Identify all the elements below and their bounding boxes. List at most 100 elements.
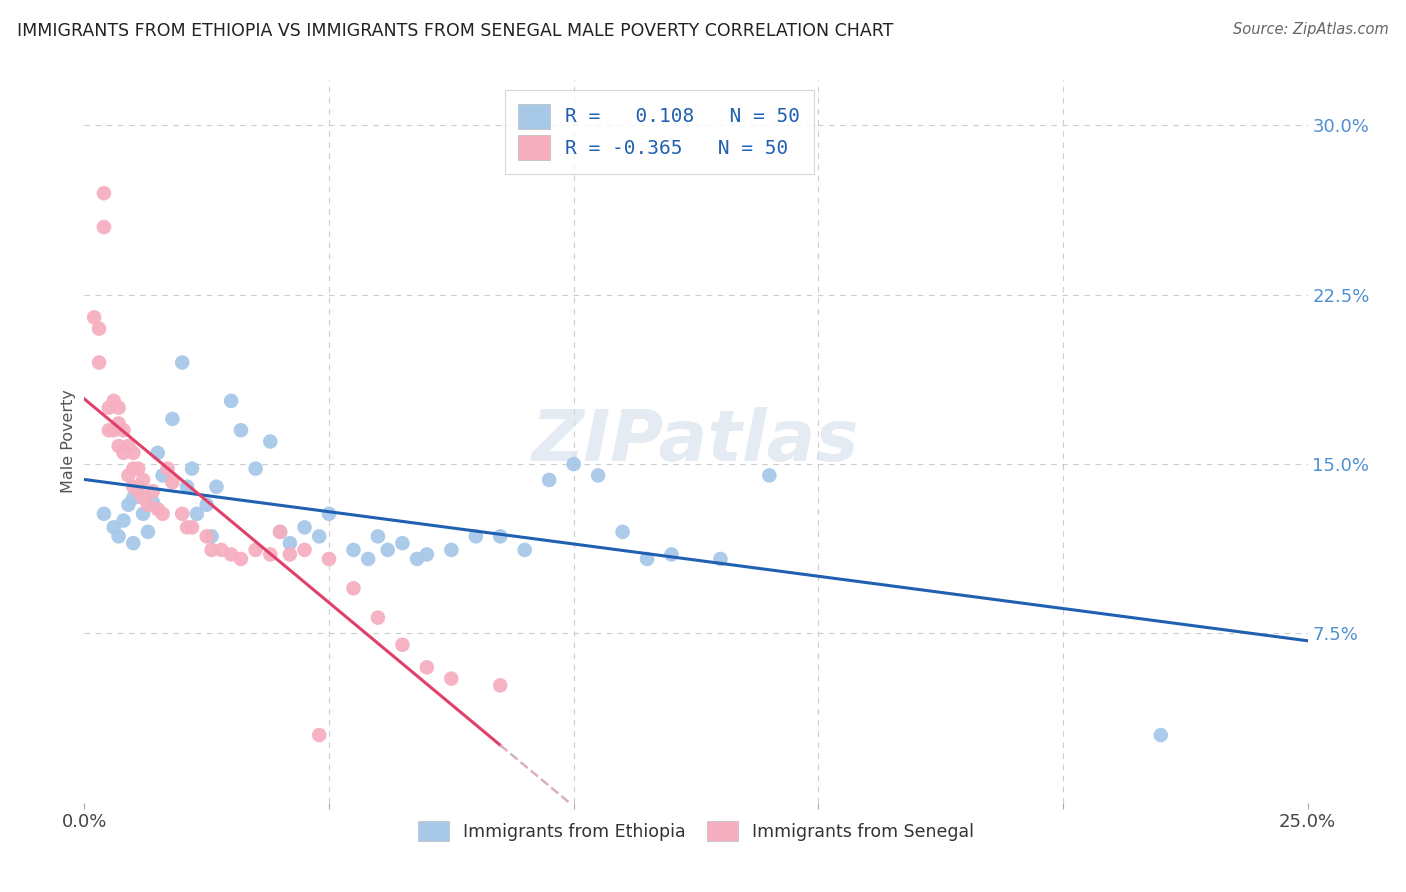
Point: [269, 524, 291, 539]
Point: [107, 401, 129, 415]
Point: [176, 480, 198, 494]
Point: [122, 480, 145, 494]
Point: [200, 529, 222, 543]
Point: [758, 468, 780, 483]
Point: [367, 529, 389, 543]
Point: [464, 529, 486, 543]
Point: [132, 473, 155, 487]
Point: [117, 468, 139, 483]
Point: [132, 507, 155, 521]
Point: [181, 520, 204, 534]
Point: [391, 536, 413, 550]
Point: [83, 310, 105, 325]
Point: [103, 393, 125, 408]
Point: [103, 520, 125, 534]
Point: [406, 552, 429, 566]
Point: [440, 542, 463, 557]
Point: [162, 475, 184, 490]
Point: [97, 401, 120, 415]
Point: [209, 542, 232, 557]
Point: [416, 548, 439, 562]
Point: [127, 480, 149, 494]
Point: [308, 529, 330, 543]
Point: [176, 520, 198, 534]
Point: [107, 439, 129, 453]
Point: [245, 542, 267, 557]
Point: [259, 548, 281, 562]
Point: [162, 412, 184, 426]
Point: [661, 548, 683, 562]
Point: [172, 355, 194, 369]
Point: [132, 491, 155, 505]
Point: [122, 536, 145, 550]
Point: [269, 524, 291, 539]
Point: [1150, 728, 1173, 742]
Point: [93, 220, 115, 235]
Point: [367, 610, 389, 624]
Point: [186, 507, 208, 521]
Point: [636, 552, 658, 566]
Point: [112, 514, 135, 528]
Point: [117, 439, 139, 453]
Point: [318, 507, 340, 521]
Point: [229, 423, 252, 437]
Point: [440, 672, 463, 686]
Point: [278, 548, 301, 562]
Point: [308, 728, 330, 742]
Point: [357, 552, 380, 566]
Point: [136, 524, 159, 539]
Point: [103, 423, 125, 437]
Point: [93, 507, 115, 521]
Point: [146, 502, 169, 516]
Point: [107, 417, 129, 431]
Point: [612, 524, 634, 539]
Point: [107, 529, 129, 543]
Point: [117, 498, 139, 512]
Point: [122, 491, 145, 505]
Point: [538, 473, 561, 487]
Point: [142, 484, 165, 499]
Point: [181, 461, 204, 475]
Point: [87, 321, 110, 335]
Point: [294, 520, 316, 534]
Point: [562, 457, 585, 471]
Text: Source: ZipAtlas.com: Source: ZipAtlas.com: [1233, 22, 1389, 37]
Text: IMMIGRANTS FROM ETHIOPIA VS IMMIGRANTS FROM SENEGAL MALE POVERTY CORRELATION CHA: IMMIGRANTS FROM ETHIOPIA VS IMMIGRANTS F…: [17, 22, 893, 40]
Legend: Immigrants from Ethiopia, Immigrants from Senegal: Immigrants from Ethiopia, Immigrants fro…: [411, 814, 981, 848]
Point: [146, 446, 169, 460]
Point: [156, 461, 179, 475]
Point: [513, 542, 536, 557]
Point: [152, 468, 174, 483]
Point: [205, 480, 228, 494]
Point: [377, 542, 399, 557]
Point: [152, 507, 174, 521]
Point: [142, 495, 165, 509]
Point: [416, 660, 439, 674]
Point: [318, 552, 340, 566]
Point: [229, 552, 252, 566]
Point: [122, 446, 145, 460]
Point: [586, 468, 609, 483]
Point: [195, 498, 218, 512]
Point: [87, 355, 110, 369]
Point: [294, 542, 316, 557]
Point: [342, 542, 364, 557]
Point: [112, 423, 135, 437]
Point: [122, 461, 145, 475]
Text: ZIPatlas: ZIPatlas: [533, 407, 859, 476]
Point: [127, 484, 149, 499]
Point: [342, 582, 364, 596]
Point: [709, 552, 731, 566]
Point: [200, 542, 222, 557]
Point: [489, 678, 512, 692]
Point: [391, 638, 413, 652]
Point: [278, 536, 301, 550]
Point: [112, 446, 135, 460]
Point: [259, 434, 281, 449]
Point: [93, 186, 115, 201]
Point: [195, 529, 218, 543]
Point: [97, 423, 120, 437]
Point: [219, 548, 242, 562]
Point: [127, 461, 149, 475]
Point: [219, 393, 242, 408]
